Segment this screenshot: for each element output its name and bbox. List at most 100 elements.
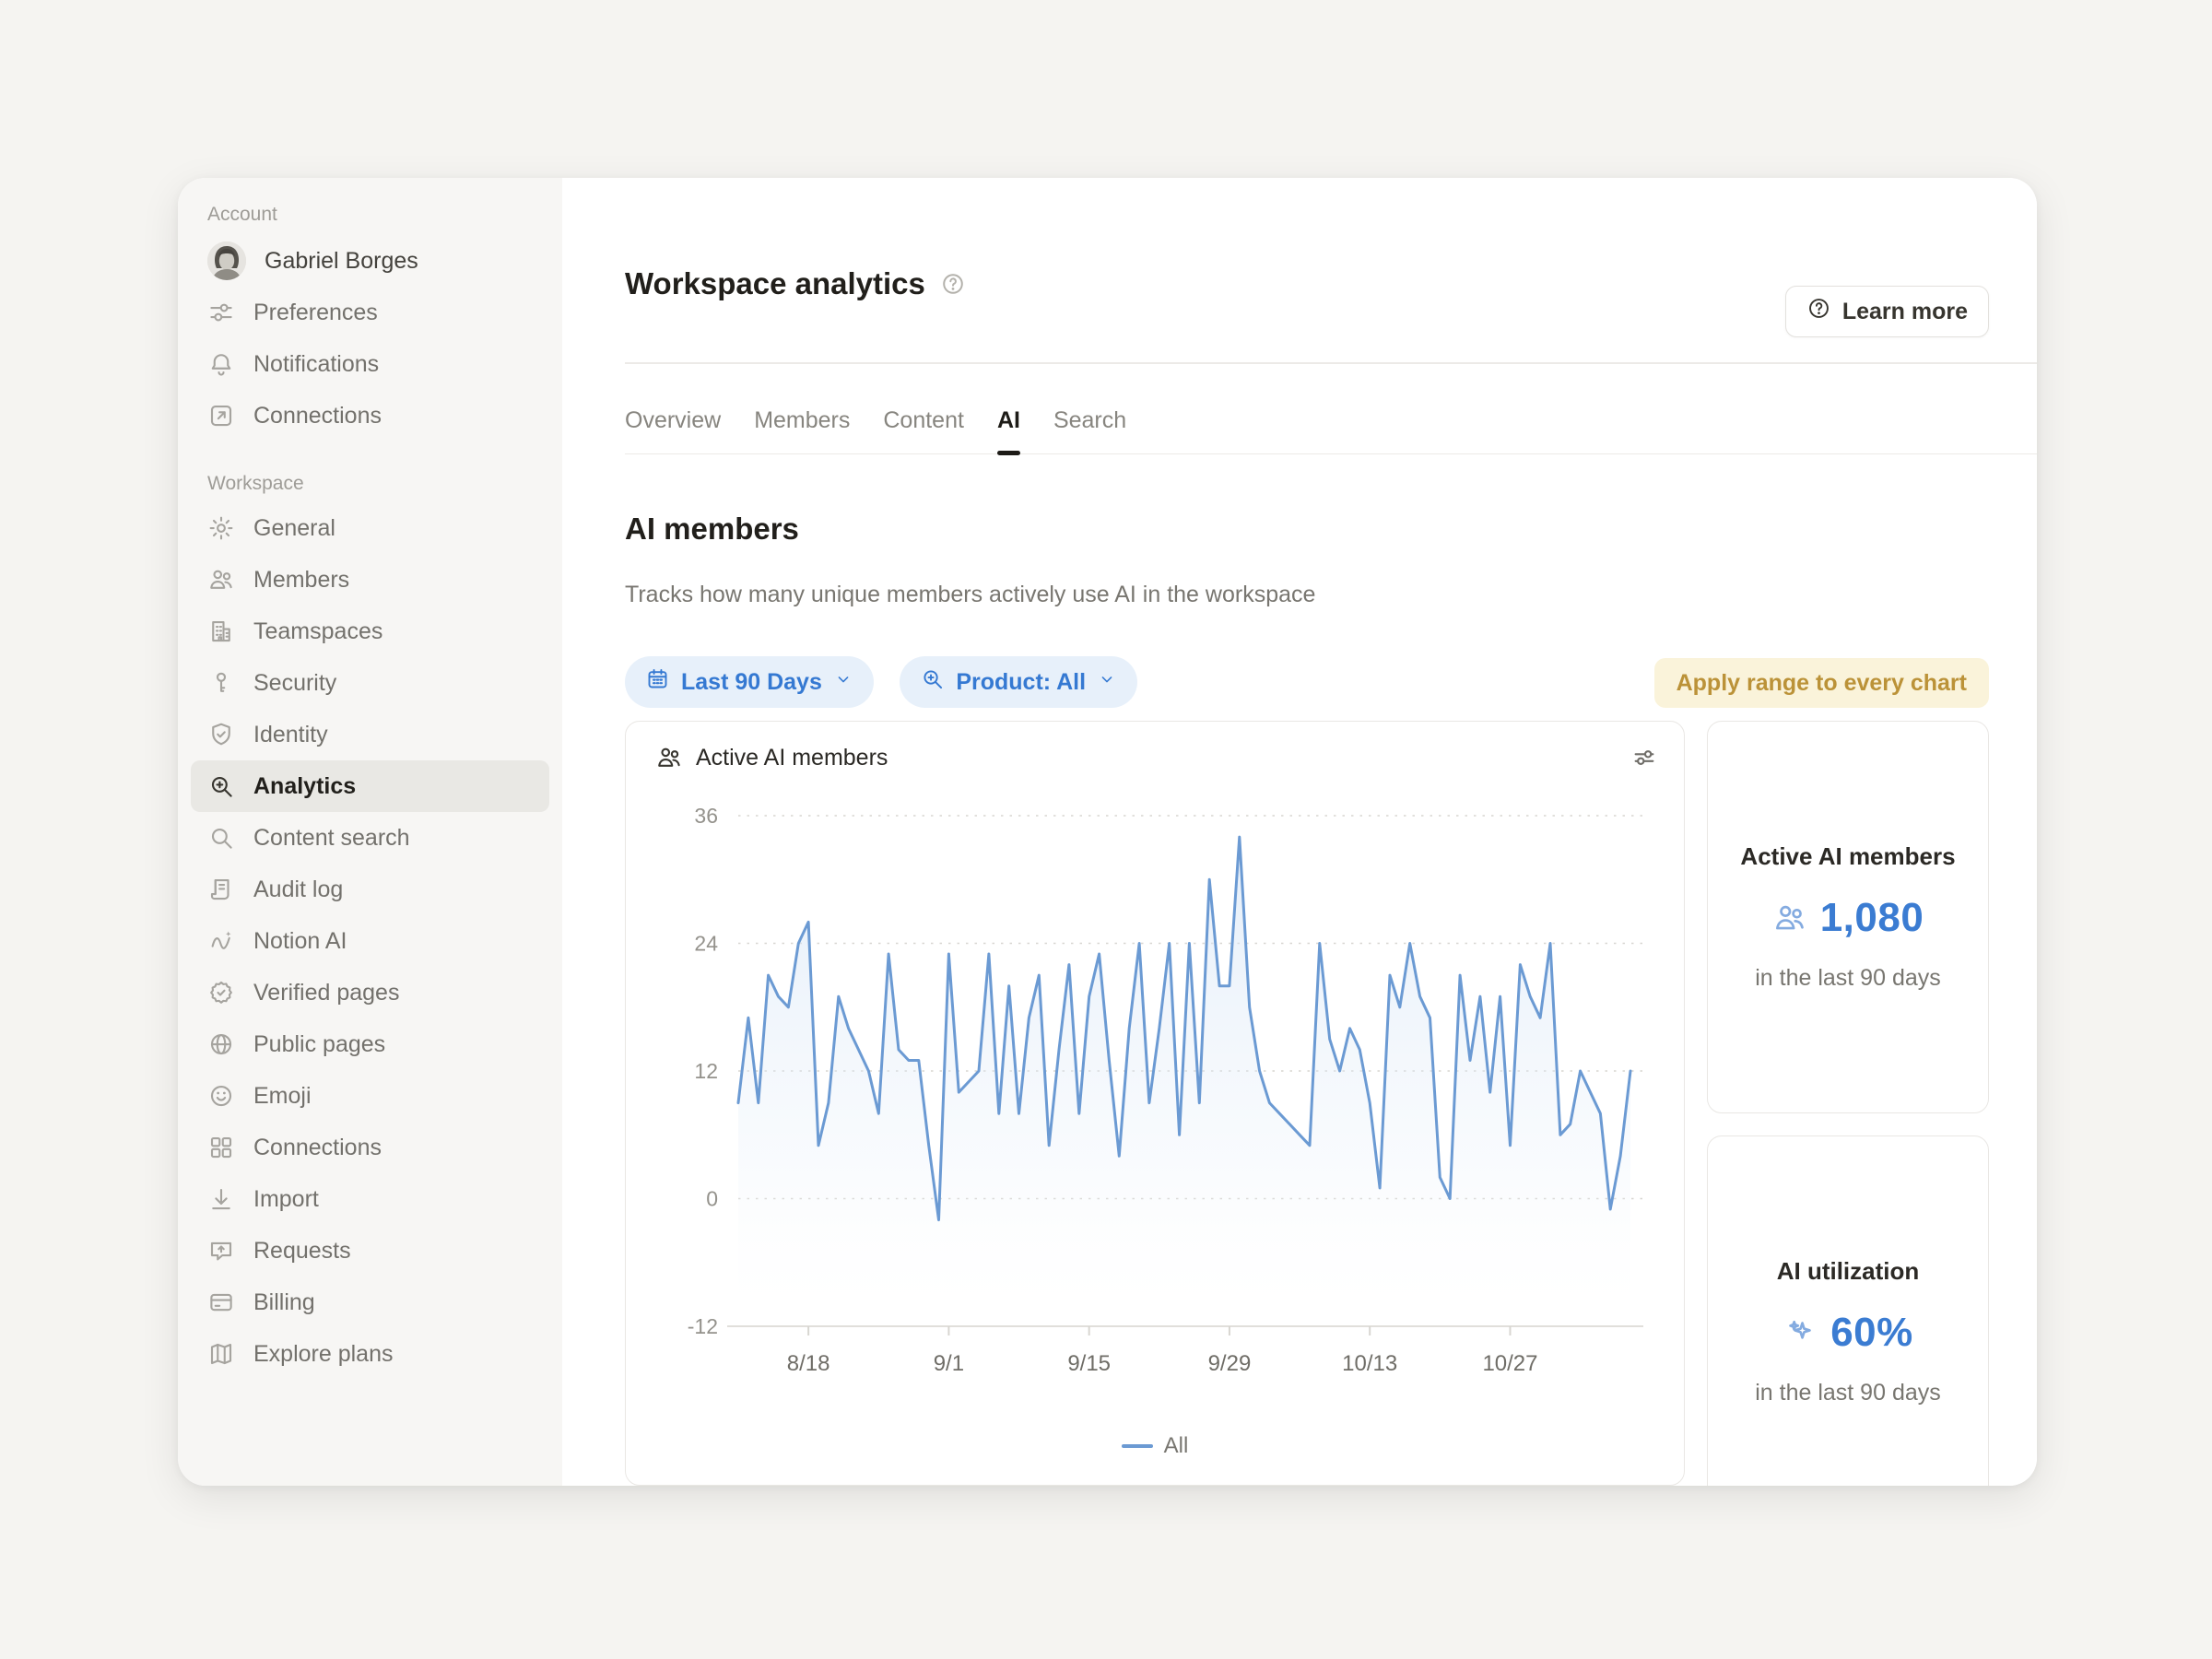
sidebar-workspace-item-general[interactable]: General (191, 502, 549, 554)
sidebar-account-item-connections[interactable]: Connections (191, 390, 549, 441)
sidebar-account-item-notifications[interactable]: Notifications (191, 338, 549, 390)
import-icon (207, 1185, 235, 1213)
active-ai-members-chart-card: Active AI members 36 24 12 0 -12 8/18 9/1 9/15 9… (625, 721, 1685, 1486)
svg-text:0: 0 (706, 1187, 718, 1211)
chart-area: Active AI members 36 24 12 0 -12 8/18 9/1 9/15 9… (625, 721, 1989, 1486)
sidebar-item-label: Content search (253, 824, 410, 851)
chevron-down-icon (833, 669, 853, 696)
content-header: Workspace analytics (625, 266, 966, 301)
help-icon[interactable] (940, 271, 966, 297)
sidebar-item-label: Notion AI (253, 927, 347, 954)
shield-check-icon (207, 721, 235, 748)
sidebar-item-label: Public pages (253, 1030, 386, 1057)
zoom-plus-icon (920, 666, 945, 698)
building-icon (207, 618, 235, 645)
calendar-icon (645, 666, 670, 698)
request-icon (207, 1237, 235, 1265)
sidebar-item-label: Identity (253, 721, 328, 747)
sidebar-workspace-item-notion-ai[interactable]: Notion AI (191, 915, 549, 967)
stat-card-active-ai-members: Active AI members 1,080 in the last 90 day… (1707, 721, 1989, 1113)
sidebar-item-label: Connections (253, 1134, 382, 1160)
sidebar-workspace-item-content-search[interactable]: Content search (191, 812, 549, 864)
tab-ai[interactable]: AI (996, 387, 1020, 455)
stat-caption: in the last 90 days (1755, 965, 1941, 991)
sidebar-workspace-item-analytics[interactable]: Analytics (191, 760, 549, 812)
svg-text:9/15: 9/15 (1067, 1351, 1111, 1376)
filter-row: Last 90 Days Product: All Apply range to… (625, 656, 1989, 708)
bell-icon (207, 350, 235, 378)
apply-range-button[interactable]: Apply range to every chart (1653, 658, 1989, 708)
svg-text:10/27: 10/27 (1482, 1351, 1537, 1376)
sidebar-section-workspace: Workspace (207, 473, 304, 494)
globe-icon (207, 1030, 235, 1058)
svg-text:36: 36 (694, 804, 718, 828)
section-title: AI members (625, 512, 799, 546)
sidebar-workspace-item-import[interactable]: Import (191, 1173, 549, 1225)
legend-label: All (1163, 1433, 1189, 1458)
sidebar-item-label: Requests (253, 1237, 351, 1264)
svg-text:12: 12 (694, 1059, 718, 1083)
tab-search[interactable]: Search (1053, 406, 1127, 433)
help-circle-icon (1806, 296, 1831, 327)
sidebar-workspace-item-members[interactable]: Members (191, 554, 549, 606)
stat-card-ai-utilization: AI utilization 60% in the last 90 days (1707, 1135, 1989, 1486)
zoom-plus-icon (207, 772, 235, 800)
product-filter-chip[interactable]: Product: All (900, 656, 1138, 708)
tab-members[interactable]: Members (754, 406, 851, 433)
sidebar-workspace-item-verified-pages[interactable]: Verified pages (191, 967, 549, 1018)
sidebar: Account Gabriel Borges Preferences Notifi… (178, 178, 562, 1486)
svg-text:10/13: 10/13 (1342, 1351, 1397, 1376)
card-icon (207, 1288, 235, 1316)
chart-settings-sliders-icon[interactable] (1630, 744, 1658, 771)
sidebar-item-label: Teamspaces (253, 618, 383, 644)
sidebar-item-label: Import (253, 1185, 319, 1212)
sidebar-account-item-preferences[interactable]: Preferences (191, 287, 549, 338)
sidebar-workspace-item-audit-log[interactable]: Audit log (191, 864, 549, 915)
section-description: Tracks how many unique members actively … (625, 582, 1316, 607)
sidebar-workspace-item-public-pages[interactable]: Public pages (191, 1018, 549, 1070)
date-range-chip[interactable]: Last 90 Days (625, 656, 874, 708)
svg-text:24: 24 (694, 932, 718, 956)
chevron-down-icon (1097, 669, 1117, 696)
tab-content[interactable]: Content (883, 406, 964, 433)
grid-icon (207, 1134, 235, 1161)
tab-overview[interactable]: Overview (625, 406, 722, 433)
sidebar-workspace-item-explore-plans[interactable]: Explore plans (191, 1328, 549, 1380)
external-link-icon (207, 402, 235, 429)
sidebar-item-account-user[interactable]: Gabriel Borges (191, 235, 549, 287)
sidebar-section-account: Account (207, 204, 277, 225)
stat-value-row: 60% (1783, 1310, 1913, 1356)
sidebar-item-label: Explore plans (253, 1340, 394, 1367)
svg-text:-12: -12 (688, 1314, 718, 1338)
sidebar-item-label: General (253, 514, 335, 541)
key-icon (207, 669, 235, 697)
sidebar-workspace-item-connections[interactable]: Connections (191, 1122, 549, 1173)
sidebar-item-label: Audit log (253, 876, 344, 902)
sidebar-item-label: Verified pages (253, 979, 400, 1006)
sidebar-item-label: Connections (253, 402, 382, 429)
sidebar-item-label: Emoji (253, 1082, 312, 1109)
sidebar-item-label: Members (253, 566, 350, 593)
sidebar-item-label: Notifications (253, 350, 380, 377)
sidebar-workspace-item-emoji[interactable]: Emoji (191, 1070, 549, 1122)
legend-line-swatch (1121, 1444, 1153, 1448)
stat-title: AI utilization (1776, 1257, 1920, 1285)
people-icon (207, 566, 235, 594)
sidebar-workspace-item-billing[interactable]: Billing (191, 1277, 549, 1328)
sidebar-workspace-item-identity[interactable]: Identity (191, 709, 549, 760)
stat-title: Active AI members (1740, 842, 1956, 870)
svg-text:8/18: 8/18 (787, 1351, 830, 1376)
sidebar-item-label: Preferences (253, 299, 378, 325)
sidebar-workspace-item-requests[interactable]: Requests (191, 1225, 549, 1277)
learn-more-button[interactable]: Learn more (1784, 286, 1989, 337)
map-icon (207, 1340, 235, 1368)
sidebar-workspace-item-teamspaces[interactable]: Teamspaces (191, 606, 549, 657)
header-divider (625, 362, 2037, 364)
people-icon (655, 744, 683, 771)
stat-value: 60% (1830, 1310, 1913, 1355)
sidebar-workspace-item-security[interactable]: Security (191, 657, 549, 709)
search-icon (207, 824, 235, 852)
settings-panel: Account Gabriel Borges Preferences Notifi… (178, 178, 2037, 1486)
preferences-icon (207, 299, 235, 326)
